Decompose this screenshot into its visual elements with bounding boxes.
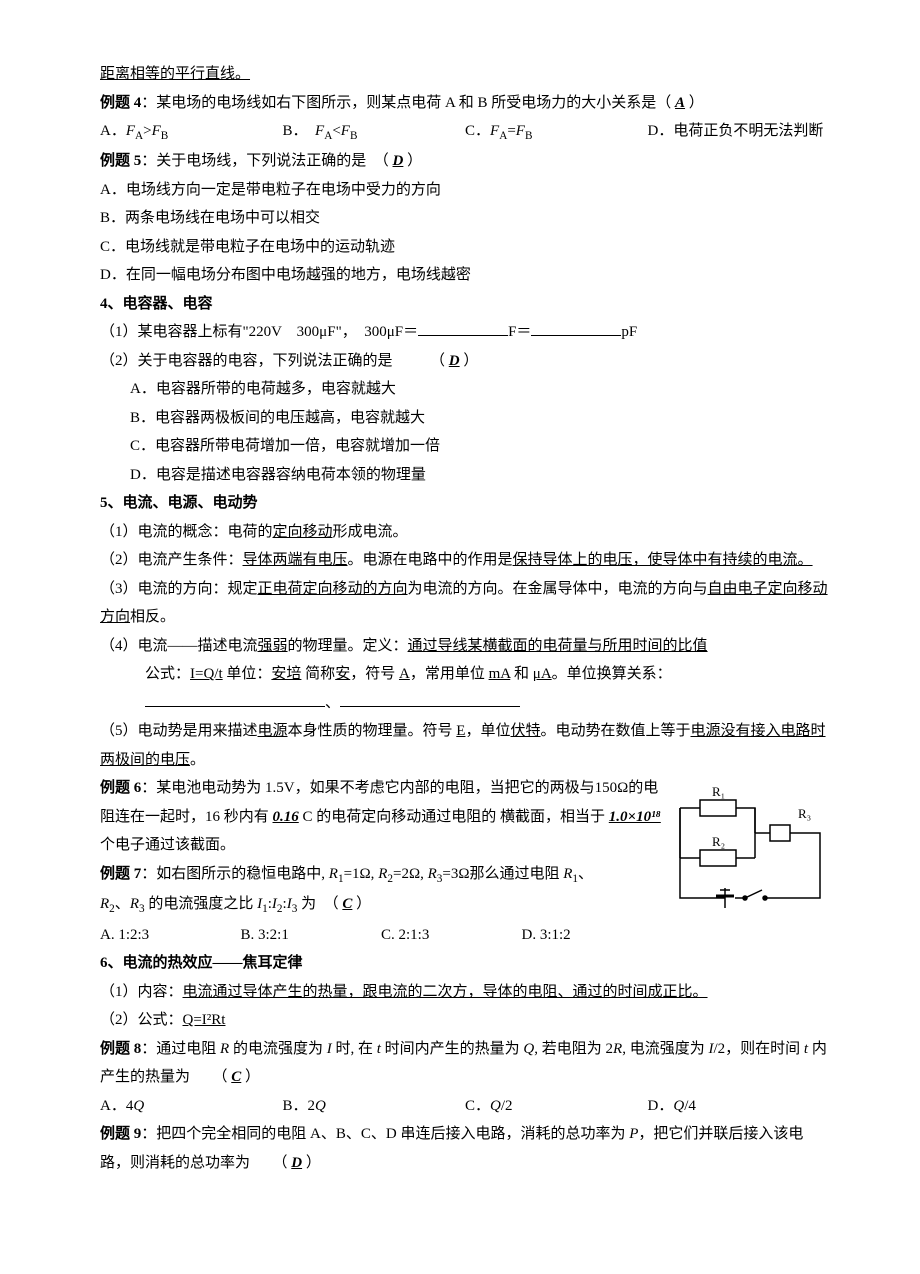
- blank: [145, 691, 325, 707]
- sec4-b: B．电容器两极板间的电压越高，电容就越大: [100, 404, 830, 433]
- text: 距离相等的平行直线。: [100, 66, 250, 82]
- blank: [531, 320, 621, 336]
- example-9: 例题 9：把四个完全相同的电阻 A、B、C、D 串连后接入电路，消耗的总功率为 …: [100, 1120, 830, 1177]
- sec4-q1: （1）某电容器上标有"220V 300μF"， 300μF＝F＝pF: [100, 318, 830, 347]
- sec5-p4: （4）电流——描述电流强弱的物理量。定义：通过导线某横截面的电荷量与所用时间的比…: [100, 632, 830, 661]
- circuit-diagram: R₁ R₂ R₃: [670, 778, 830, 918]
- sec5-p4-blanks: 、: [100, 689, 830, 718]
- ex5-b: B．两条电场线在电场中可以相交: [100, 204, 830, 233]
- answer: 1.0×10¹⁸: [609, 809, 661, 825]
- choice-a: A．4Q: [100, 1092, 283, 1121]
- ex6-ex7-block: 例题 6：某电池电动势为 1.5V，如果不考虑它内部的电阻，当把它的两极与150…: [100, 774, 830, 949]
- ex7-choices: A. 1:2:3 B. 3:2:1 C. 2:1:3 D. 3:1:2: [100, 921, 662, 950]
- choice-b: B． FA<FB: [283, 117, 466, 147]
- ex5-c: C．电场线就是带电粒子在电场中的运动轨迹: [100, 233, 830, 262]
- sec5-p2: （2）电流产生条件：导体两端有电压。电源在电路中的作用是保持导体上的电压，使导体…: [100, 546, 830, 575]
- answer: A: [675, 95, 685, 111]
- answer: C: [342, 896, 352, 912]
- answer: D: [449, 353, 460, 369]
- sec4-d: D．电容是描述电容器容纳电荷本领的物理量: [100, 461, 830, 490]
- sec4-q2: （2）关于电容器的电容，下列说法正确的是 （ D ）: [100, 347, 830, 376]
- choice-d: D．电荷正负不明无法判断: [648, 117, 831, 147]
- blank: [418, 320, 508, 336]
- sec6-p2: （2）公式：Q=I²Rt: [100, 1006, 830, 1035]
- prompt: ：关于电场线，下列说法正确的是 （: [141, 153, 389, 169]
- sec4-a: A．电容器所带的电荷越多，电容就越大: [100, 375, 830, 404]
- sec5-p1: （1）电流的概念：电荷的定向移动形成电流。: [100, 518, 830, 547]
- choice-c: C．FA=FB: [465, 117, 648, 147]
- sec5-p4-line2: 公式：I=Q/t 单位：安培 简称安，符号 A，常用单位 mA 和 μA。单位换…: [100, 660, 830, 689]
- choice-c: C．Q/2: [465, 1092, 648, 1121]
- answer: D: [393, 153, 404, 169]
- label-r3: R₃: [798, 806, 811, 821]
- answer: C: [231, 1069, 241, 1085]
- sec5-p5: （5）电动势是用来描述电源本身性质的物理量。符号 E，单位伏特。电动势在数值上等…: [100, 717, 830, 774]
- prompt: ：某电场的电场线如右下图所示，则某点电荷 A 和 B 所受电场力的大小关系是（: [141, 95, 671, 111]
- sec4-c: C．电容器所带电荷增加一倍，电容就增加一倍: [100, 432, 830, 461]
- continuation-line: 距离相等的平行直线。: [100, 60, 830, 89]
- choice-b: B．2Q: [283, 1092, 466, 1121]
- answer: D: [291, 1155, 302, 1171]
- sec6-p1: （1）内容：电流通过导体产生的热量，跟电流的二次方，导体的电阻、通过的时间成正比…: [100, 978, 830, 1007]
- ex5-a: A．电场线方向一定是带电粒子在电场中受力的方向: [100, 176, 830, 205]
- choice-d: D．Q/4: [648, 1092, 831, 1121]
- choice-c: C. 2:1:3: [381, 921, 522, 950]
- section-5-title: 5、电流、电源、电动势: [100, 489, 830, 518]
- example-4: 例题 4：某电场的电场线如右下图所示，则某点电荷 A 和 B 所受电场力的大小关…: [100, 89, 830, 118]
- example-6: 例题 6：某电池电动势为 1.5V，如果不考虑它内部的电阻，当把它的两极与150…: [100, 774, 662, 860]
- ex8-choices: A．4Q B．2Q C．Q/2 D．Q/4: [100, 1092, 830, 1121]
- section-4-title: 4、电容器、电容: [100, 290, 830, 319]
- blank: [340, 691, 520, 707]
- label-r1: R₁: [712, 784, 725, 799]
- label-r2: R₂: [712, 834, 725, 849]
- choice-b: B. 3:2:1: [241, 921, 382, 950]
- choice-a: A．FA>FB: [100, 117, 283, 147]
- ex4-choices: A．FA>FB B． FA<FB C．FA=FB D．电荷正负不明无法判断: [100, 117, 830, 147]
- example-7-line1: 例题 7：如右图所示的稳恒电路中, R1=1Ω, R2=2Ω, R3=3Ω那么通…: [100, 860, 662, 890]
- example-7-line2: R2、R3 的电流强度之比 I1:I2:I3 为 （ C ）: [100, 890, 662, 920]
- choice-a: A. 1:2:3: [100, 921, 241, 950]
- sec5-p3: （3）电流的方向：规定正电荷定向移动的方向为电流的方向。在金属导体中，电流的方向…: [100, 575, 830, 632]
- choice-d: D. 3:1:2: [522, 921, 663, 950]
- example-5: 例题 5：关于电场线，下列说法正确的是 （ D ）: [100, 147, 830, 176]
- example-8: 例题 8：通过电阻 R 的电流强度为 I 时, 在 t 时间内产生的热量为 Q,…: [100, 1035, 830, 1092]
- ex5-d: D．在同一幅电场分布图中电场越强的地方，电场线越密: [100, 261, 830, 290]
- section-6-title: 6、电流的热效应——焦耳定律: [100, 949, 830, 978]
- answer: 0.16: [273, 809, 299, 825]
